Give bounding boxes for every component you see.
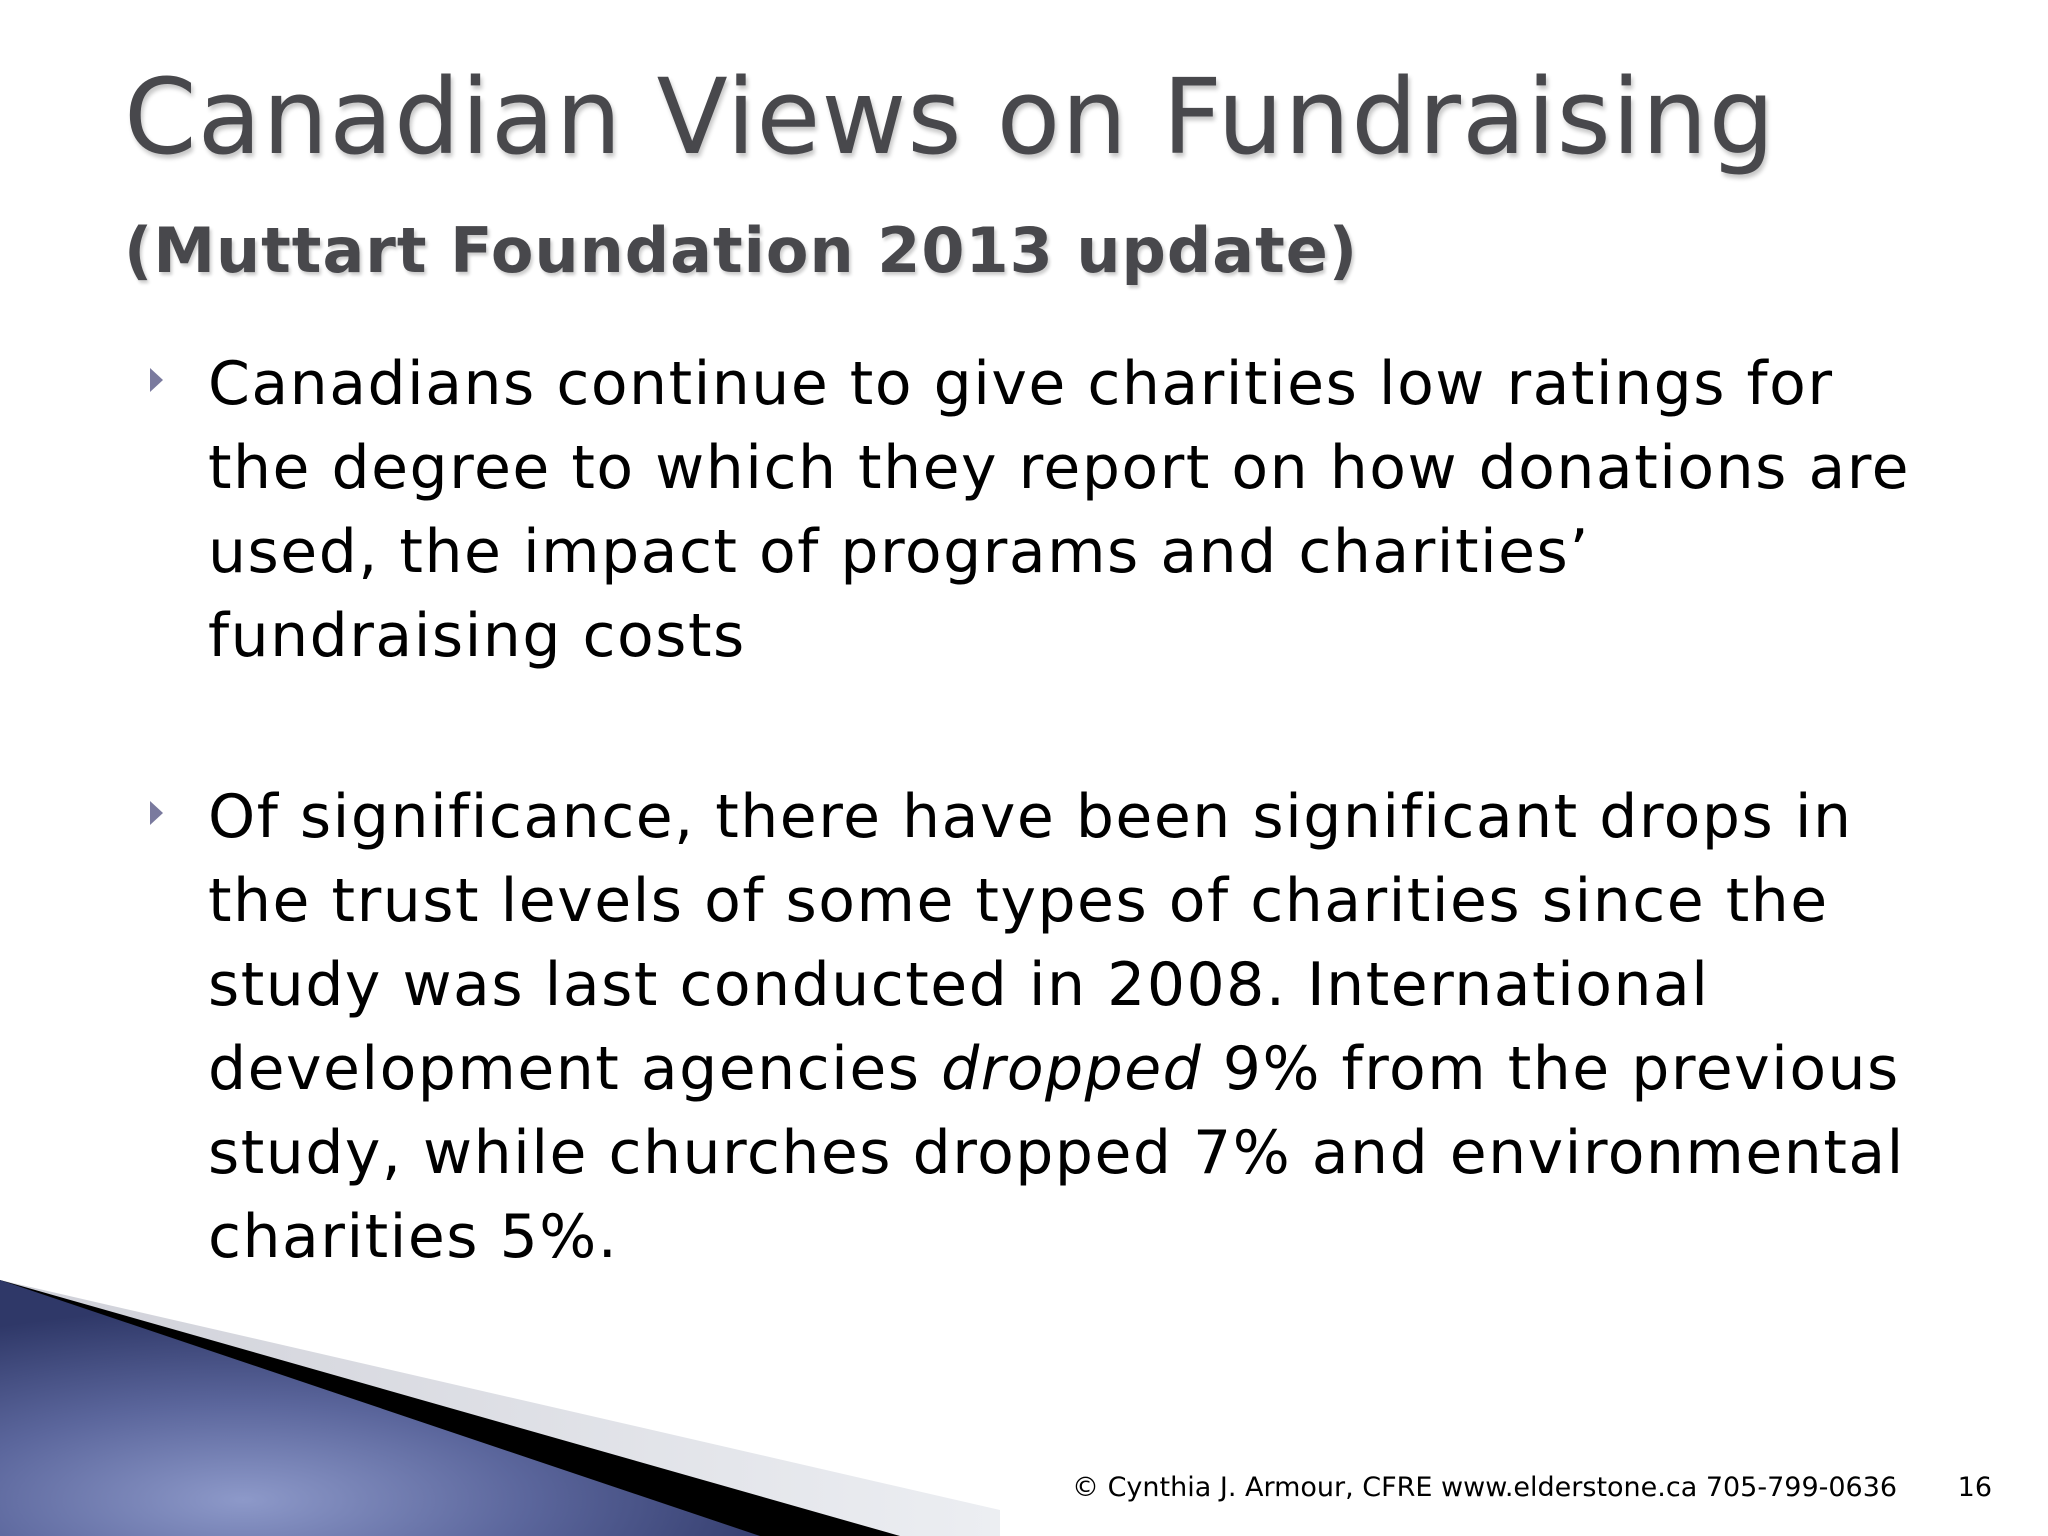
bullet-text-part: Of significance, there have been signifi…	[208, 782, 1853, 1104]
corner-blue-shape	[0, 1280, 760, 1536]
bullet-text-part: 9% from the previous study, while church…	[208, 1034, 1905, 1272]
slide-subtitle: (Muttart Foundation 2013 update)	[124, 214, 1359, 287]
footer-copyright: © Cynthia J. Armour, CFRE www.elderstone…	[1072, 1472, 1898, 1503]
bullet-text-emphasis: dropped	[941, 1034, 1203, 1104]
slide-title: Canadian Views on Fundraising	[124, 56, 1776, 178]
triangle-right-bullet-icon	[150, 801, 163, 825]
bullet-text: Of significance, there have been signifi…	[208, 775, 1948, 1279]
bullet-text: Canadians continue to give charities low…	[208, 349, 1910, 671]
page-number: 16	[1957, 1472, 1992, 1503]
corner-swoosh-decoration	[0, 1280, 1000, 1536]
bullet-list: Canadians continue to give charities low…	[150, 349, 1948, 1279]
triangle-right-bullet-icon	[150, 368, 163, 392]
slide-footer: © Cynthia J. Armour, CFRE www.elderstone…	[1072, 1470, 1992, 1506]
